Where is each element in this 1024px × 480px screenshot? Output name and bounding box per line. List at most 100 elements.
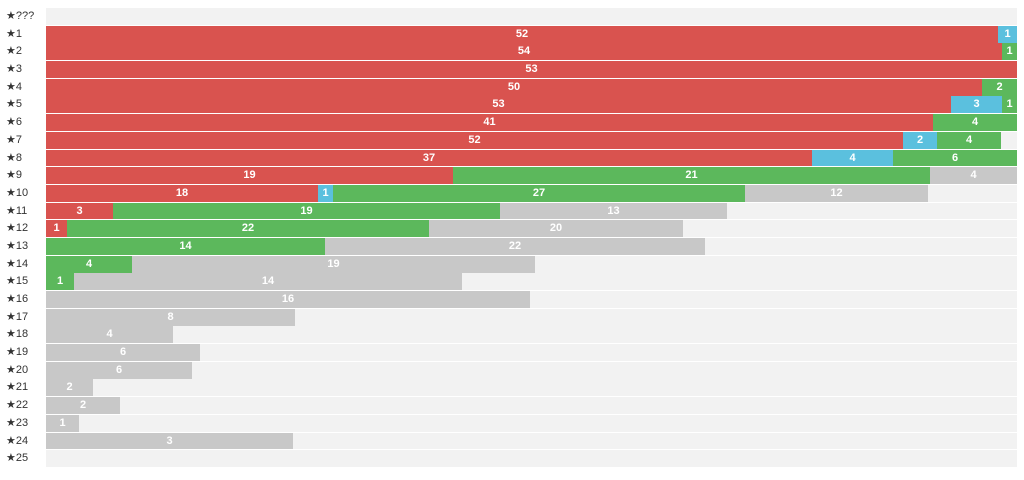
chart-row: ★21 2 bbox=[0, 379, 1024, 397]
category-label: ★17 bbox=[6, 310, 29, 323]
category-label: ★25 bbox=[6, 452, 29, 465]
bar-segment-red[interactable]: 19 bbox=[46, 167, 453, 185]
bar-segment-green[interactable]: 27 bbox=[333, 184, 745, 202]
bar-segment-green[interactable]: 1 bbox=[1002, 96, 1017, 114]
row-track: 1 14 bbox=[46, 273, 1017, 291]
bar-segment-green[interactable]: 1 bbox=[46, 273, 74, 291]
bar-segment-gray[interactable]: 2 bbox=[46, 397, 120, 415]
bar-segment-blue[interactable]: 1 bbox=[318, 184, 333, 202]
category-label: ★24 bbox=[6, 434, 29, 447]
bar-segment-green[interactable]: 21 bbox=[453, 167, 930, 185]
category-label: ★1 bbox=[6, 27, 22, 40]
category-label: ★10 bbox=[6, 186, 29, 199]
category-label: ★18 bbox=[6, 328, 29, 341]
bar-segment-red[interactable]: 1 bbox=[46, 220, 67, 238]
row-track: 18 1 27 12 bbox=[46, 184, 1017, 202]
bar-segment-blue[interactable]: 1 bbox=[998, 25, 1017, 43]
bar-segment-red[interactable]: 50 bbox=[46, 78, 982, 96]
row-track: 14 22 bbox=[46, 237, 1017, 255]
bar-segment-red[interactable]: 52 bbox=[46, 131, 903, 149]
bar-segment-green[interactable]: 19 bbox=[113, 202, 500, 220]
bar-segment-gray[interactable]: 8 bbox=[46, 308, 295, 326]
bar-segment-red[interactable]: 53 bbox=[46, 61, 1017, 78]
chart-row: ★12 1 22 20 bbox=[0, 220, 1024, 238]
bar-segment-gray[interactable]: 4 bbox=[46, 326, 173, 344]
bar-segment-green[interactable]: 4 bbox=[933, 114, 1017, 132]
bar-segment-green[interactable]: 1 bbox=[1002, 43, 1017, 61]
category-label: ★15 bbox=[6, 275, 29, 288]
chart-row: ★5 53 3 1 bbox=[0, 96, 1024, 114]
bar-segment-blue[interactable]: 2 bbox=[903, 131, 937, 149]
star-rating-distribution-chart: ★??? ★1 52 1 ★2 54 1 ★3 53 ★4 50 2 ★5 53 3 1 ★6 41 4 ★7 52 2 4… bbox=[0, 8, 1024, 468]
category-label: ★23 bbox=[6, 416, 29, 429]
chart-row: ★6 41 4 bbox=[0, 114, 1024, 132]
chart-row: ★25 bbox=[0, 450, 1024, 468]
bar-segment-red[interactable]: 18 bbox=[46, 184, 318, 202]
row-track: 37 4 6 bbox=[46, 149, 1017, 167]
row-track: 3 19 13 bbox=[46, 202, 1017, 220]
bar-segment-gray[interactable]: 6 bbox=[46, 361, 192, 379]
chart-row: ★3 53 bbox=[0, 61, 1024, 78]
row-track: 6 bbox=[46, 344, 1017, 361]
category-label: ★3 bbox=[6, 63, 22, 76]
bar-segment-green[interactable]: 14 bbox=[46, 237, 325, 255]
row-track: 53 bbox=[46, 61, 1017, 78]
bar-segment-gray[interactable]: 12 bbox=[745, 184, 928, 202]
bar-segment-gray[interactable]: 6 bbox=[46, 344, 200, 361]
bar-segment-green[interactable]: 6 bbox=[893, 149, 1017, 167]
row-track bbox=[46, 8, 1017, 25]
row-track: 4 19 bbox=[46, 255, 1017, 273]
bar-segment-gray[interactable]: 19 bbox=[132, 255, 535, 273]
bar-segment-gray[interactable]: 1 bbox=[46, 414, 79, 432]
category-label: ★19 bbox=[6, 346, 29, 359]
bar-segment-gray[interactable]: 20 bbox=[429, 220, 683, 238]
row-track: 53 3 1 bbox=[46, 96, 1017, 114]
bar-segment-green[interactable]: 4 bbox=[46, 255, 132, 273]
row-track: 6 bbox=[46, 361, 1017, 379]
bar-segment-gray[interactable]: 2 bbox=[46, 379, 93, 397]
chart-row: ★11 3 19 13 bbox=[0, 202, 1024, 220]
row-track: 8 bbox=[46, 308, 1017, 326]
bar-segment-red[interactable]: 54 bbox=[46, 43, 1002, 61]
row-track: 3 bbox=[46, 432, 1017, 450]
category-label: ★5 bbox=[6, 98, 22, 111]
bar-segment-red[interactable]: 52 bbox=[46, 25, 998, 43]
row-track: 2 bbox=[46, 379, 1017, 397]
chart-row: ★16 16 bbox=[0, 291, 1024, 308]
chart-row: ★4 50 2 bbox=[0, 78, 1024, 96]
bar-segment-red[interactable]: 41 bbox=[46, 114, 933, 132]
bar-segment-gray[interactable]: 14 bbox=[74, 273, 462, 291]
chart-row: ★1 52 1 bbox=[0, 25, 1024, 43]
row-track: 52 2 4 bbox=[46, 131, 1017, 149]
bar-segment-gray[interactable]: 3 bbox=[46, 432, 293, 450]
bar-segment-gray[interactable]: 22 bbox=[325, 237, 705, 255]
bar-segment-red[interactable]: 37 bbox=[46, 149, 812, 167]
row-track: 50 2 bbox=[46, 78, 1017, 96]
category-label: ★14 bbox=[6, 257, 29, 270]
bar-segment-red[interactable]: 3 bbox=[46, 202, 113, 220]
chart-row: ★14 4 19 bbox=[0, 255, 1024, 273]
chart-row: ★19 6 bbox=[0, 344, 1024, 361]
chart-row: ★7 52 2 4 bbox=[0, 131, 1024, 149]
category-label: ★22 bbox=[6, 399, 29, 412]
category-label: ★9 bbox=[6, 169, 22, 182]
category-label: ★16 bbox=[6, 293, 29, 305]
bar-segment-gray[interactable]: 16 bbox=[46, 291, 530, 308]
bar-segment-blue[interactable]: 3 bbox=[951, 96, 1002, 114]
bar-segment-gray[interactable]: 13 bbox=[500, 202, 727, 220]
bar-segment-green[interactable]: 22 bbox=[67, 220, 429, 238]
row-track: 54 1 bbox=[46, 43, 1017, 61]
chart-row: ★13 14 22 bbox=[0, 237, 1024, 255]
row-track: 52 1 bbox=[46, 25, 1017, 43]
bar-segment-red[interactable]: 53 bbox=[46, 96, 951, 114]
category-label: ★12 bbox=[6, 222, 29, 235]
category-label: ★2 bbox=[6, 45, 22, 58]
chart-row: ★9 19 21 4 bbox=[0, 167, 1024, 185]
bar-segment-blue[interactable]: 4 bbox=[812, 149, 893, 167]
chart-row: ★15 1 14 bbox=[0, 273, 1024, 291]
row-track: 19 21 4 bbox=[46, 167, 1017, 185]
bar-segment-green[interactable]: 4 bbox=[937, 131, 1001, 149]
category-label: ★20 bbox=[6, 363, 29, 376]
bar-segment-gray[interactable]: 4 bbox=[930, 167, 1017, 185]
bar-segment-green[interactable]: 2 bbox=[982, 78, 1017, 96]
